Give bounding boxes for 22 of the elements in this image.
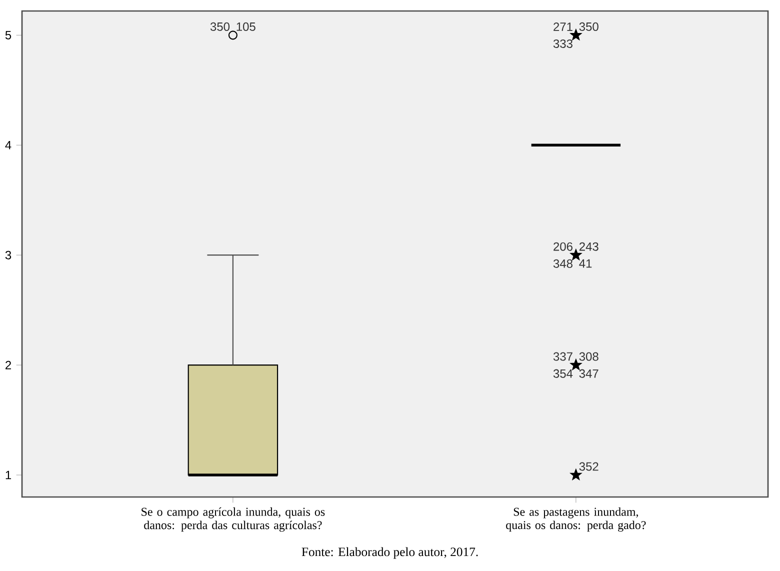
annotation: 348 [553, 259, 572, 268]
y-tick-label: 4 [5, 141, 12, 150]
source-note: Fonte: Elaborado pelo autor, 2017. [302, 547, 478, 559]
annotation: 105 [236, 22, 256, 31]
x-tick-label: Se o campo agrícola inunda, quais os danos: perda das culturas agrícolas? [142, 507, 325, 532]
y-tick-label: 3 [5, 250, 12, 260]
annotation: 347 [579, 369, 598, 378]
annotation: 41 [579, 259, 592, 268]
annotation: 354 [553, 369, 573, 378]
y-tick-label: 1 [6, 470, 12, 480]
x-tick-label: Se as pastagens inundam, quais os danos: perda gado? [506, 507, 646, 532]
annotation: 350 [579, 22, 598, 31]
annotation: 337 [553, 352, 572, 361]
annotation: 271 [554, 22, 572, 31]
annotation: 243 [579, 242, 598, 251]
annotation: 352 [579, 462, 598, 471]
y-tick-label: 2 [6, 360, 11, 370]
annotation: 308 [579, 352, 598, 361]
y-tick-label: 5 [5, 30, 12, 40]
annotation: 206 [554, 242, 572, 251]
annotation: 350 [210, 22, 230, 31]
annotation: 333 [553, 39, 572, 48]
